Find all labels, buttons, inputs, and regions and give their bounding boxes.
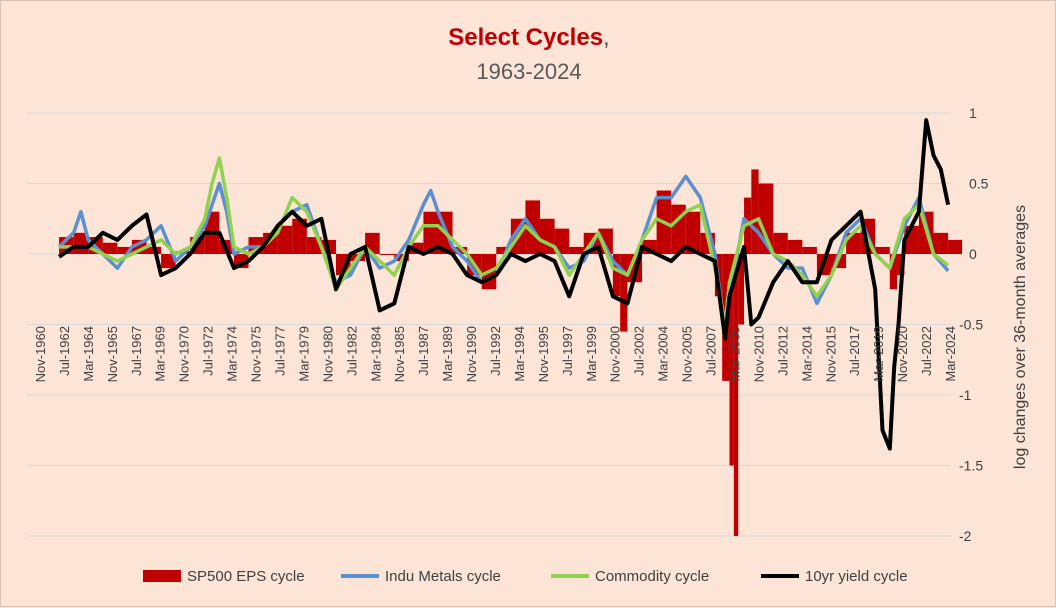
eps-bar bbox=[685, 211, 701, 254]
x-tick-label: Nov-1990 bbox=[464, 326, 479, 382]
gridlines bbox=[27, 112, 951, 537]
x-tick-label: Nov-1980 bbox=[320, 326, 335, 382]
eps-bar bbox=[423, 211, 438, 254]
x-tick-label: Nov-1995 bbox=[536, 326, 551, 382]
x-tick-label: Mar-2014 bbox=[799, 326, 814, 382]
x-tick-label: Nov-1970 bbox=[177, 326, 192, 382]
x-tick-label: Mar-1964 bbox=[81, 326, 96, 382]
y-tick-label: -1.5 bbox=[959, 458, 983, 474]
legend-label: Indu Metals cycle bbox=[385, 568, 501, 585]
chart-title-suffix: , bbox=[603, 24, 610, 51]
legend-label: Commodity cycle bbox=[595, 568, 709, 585]
legend-swatch bbox=[143, 570, 181, 582]
x-tick-label: Mar-1974 bbox=[225, 326, 240, 382]
y-tick-label: 0.5 bbox=[969, 176, 989, 192]
y-tick-label: -1 bbox=[959, 387, 972, 403]
x-tick-label: Nov-2020 bbox=[895, 326, 910, 382]
eps-bar bbox=[802, 246, 817, 254]
chart-title-main: Select Cycles bbox=[448, 24, 603, 51]
x-tick-label: Mar-1994 bbox=[512, 326, 527, 382]
x-tick-label: Mar-2024 bbox=[943, 326, 958, 382]
x-tick-label: Mar-2019 bbox=[871, 326, 886, 382]
eps-bar bbox=[496, 246, 511, 254]
x-tick-label: Mar-2004 bbox=[656, 326, 671, 382]
x-tick-label: Nov-1965 bbox=[105, 326, 120, 382]
x-tick-label: Mar-1969 bbox=[153, 326, 168, 382]
x-tick-label: Jul-2012 bbox=[775, 326, 790, 376]
x-tick-label: Mar-1989 bbox=[440, 326, 455, 382]
x-tick-label: Nov-1960 bbox=[33, 326, 48, 382]
x-tick-label: Jul-1997 bbox=[560, 326, 575, 376]
x-tick-label: Jul-1982 bbox=[344, 326, 359, 376]
eps-bar bbox=[452, 246, 468, 254]
eps-bar bbox=[738, 254, 745, 325]
y-tick-label: 1 bbox=[969, 105, 977, 121]
eps-bar bbox=[117, 246, 132, 254]
eps-bar bbox=[292, 218, 307, 254]
x-tick-label: Nov-1985 bbox=[392, 326, 407, 382]
eps-bar bbox=[612, 254, 621, 297]
eps-bar bbox=[569, 246, 584, 254]
x-tick-label: Jul-1967 bbox=[129, 326, 144, 376]
x-tick-label: Jul-2007 bbox=[704, 326, 719, 376]
x-tick-label: Nov-2000 bbox=[608, 326, 623, 382]
chart-subtitle: 1963-2024 bbox=[476, 59, 581, 84]
eps-bar bbox=[598, 228, 613, 254]
eps-bar bbox=[729, 254, 734, 466]
eps-bar bbox=[277, 225, 293, 254]
eps-bar bbox=[554, 228, 570, 254]
y-axis-title: log changes over 36-month averages bbox=[1012, 205, 1029, 469]
x-tick-label: Jul-1972 bbox=[201, 326, 216, 376]
x-tick-label: Nov-2010 bbox=[751, 326, 766, 382]
eps-bar bbox=[948, 239, 963, 254]
eps-bar bbox=[161, 254, 176, 269]
x-tick-label: Nov-1975 bbox=[249, 326, 264, 382]
x-tick-label: Mar-1999 bbox=[584, 326, 599, 382]
eps-bar bbox=[933, 232, 949, 254]
series-line bbox=[57, 118, 951, 451]
legend-label: 10yr yield cycle bbox=[805, 568, 908, 585]
x-tick-label: Jul-1977 bbox=[272, 326, 287, 376]
x-tick-label: Jul-2002 bbox=[632, 326, 647, 376]
eps-bar bbox=[773, 232, 788, 254]
x-tick-label: Mar-1979 bbox=[296, 326, 311, 382]
legend-label: SP500 EPS cycle bbox=[187, 568, 305, 585]
x-tick-label: Nov-2015 bbox=[823, 326, 838, 382]
legend: SP500 EPS cycle Indu Metals cycle Commodit… bbox=[143, 568, 908, 585]
x-tick-label: Jul-1987 bbox=[416, 326, 431, 376]
eps-bar bbox=[102, 242, 118, 254]
eps-bar bbox=[540, 218, 555, 254]
eps-bar bbox=[787, 239, 803, 254]
x-tick-label: Mar-2009 bbox=[727, 326, 742, 382]
y-tick-label: 0 bbox=[969, 246, 977, 262]
x-tick-label: Nov-2005 bbox=[680, 326, 695, 382]
eps-bar bbox=[875, 246, 890, 254]
eps-bar bbox=[733, 254, 739, 536]
eps-bar bbox=[751, 169, 759, 254]
eps-bar bbox=[379, 254, 395, 255]
x-tick-label: Jul-2022 bbox=[919, 326, 934, 376]
y-axis-ticks: 1 0.5 0 -0.5 -1 -1.5 -2 bbox=[959, 105, 989, 544]
eps-bar bbox=[620, 254, 628, 332]
eps-bar bbox=[889, 254, 898, 290]
x-tick-label: Jul-1992 bbox=[488, 326, 503, 376]
y-tick-label: -2 bbox=[959, 528, 972, 544]
x-tick-label: Mar-1984 bbox=[368, 326, 383, 382]
x-axis-ticks: Nov-1960 Jul-1962 Mar-1964 Nov-1965 Jul-1967… bbox=[33, 326, 958, 382]
chart-title: Select Cycles, bbox=[448, 24, 609, 51]
x-tick-label: Jul-1962 bbox=[57, 326, 72, 376]
x-tick-label: Jul-2017 bbox=[847, 326, 862, 376]
series-lines bbox=[57, 118, 951, 451]
y-tick-label: -0.5 bbox=[959, 317, 983, 333]
